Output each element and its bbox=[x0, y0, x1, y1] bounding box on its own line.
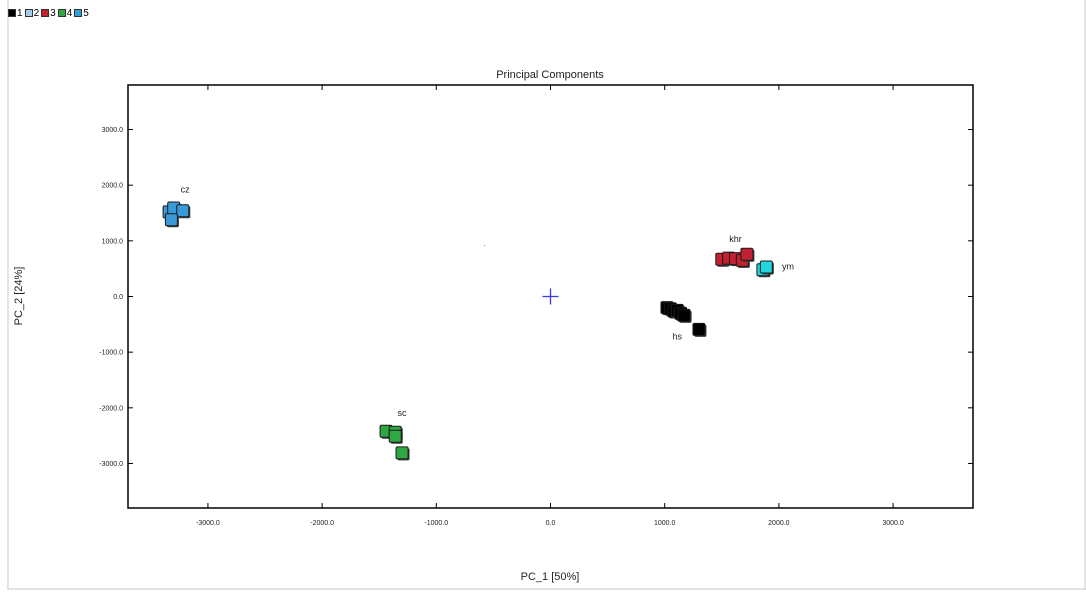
legend-swatch-5 bbox=[74, 9, 83, 17]
legend-swatch-3 bbox=[41, 9, 50, 17]
legend-item-3[interactable]: 3 bbox=[41, 8, 56, 19]
legend: 1 2 3 4 5 bbox=[8, 6, 91, 20]
data-point-group-1[interactable] bbox=[692, 322, 706, 336]
legend-label-5: 5 bbox=[83, 7, 89, 19]
plot-area: -3000.0 -2000.0 -1000.0 0.0 1000.0 2000.0 3000… bbox=[99, 84, 974, 527]
y-tick-label: 0.0 bbox=[113, 294, 123, 301]
data-point-group-1[interactable] bbox=[677, 308, 691, 322]
y-tick-label: 1000.0 bbox=[102, 238, 124, 245]
legend-label-2: 2 bbox=[33, 7, 40, 19]
legend-swatch-2 bbox=[24, 9, 33, 17]
chart-title: Principal Components bbox=[496, 69, 604, 81]
x-tick-label: 0.0 bbox=[546, 520, 556, 527]
legend-label-3: 3 bbox=[50, 7, 56, 19]
legend-swatch-4 bbox=[57, 9, 66, 17]
x-axis-label: PC_1 [50%] bbox=[521, 571, 580, 583]
legend-item-1[interactable]: 1 bbox=[8, 8, 23, 19]
y-axis-label: PC_2 [24%] bbox=[13, 267, 25, 326]
x-tick-label: 2000.0 bbox=[768, 520, 790, 527]
y-tick-label: -1000.0 bbox=[99, 350, 123, 357]
data-point-group-3[interactable] bbox=[740, 247, 754, 261]
x-tick-label: -3000.0 bbox=[196, 520, 220, 527]
legend-label-1: 1 bbox=[17, 7, 23, 19]
legend-item-5[interactable]: 5 bbox=[74, 8, 89, 19]
legend-swatch-1 bbox=[8, 9, 16, 17]
cluster-label-sc: sc bbox=[398, 408, 408, 418]
y-tick-label: 2000.0 bbox=[102, 183, 124, 190]
cluster-label-ym: ym bbox=[782, 261, 794, 271]
cluster-label-hs: hs bbox=[672, 332, 682, 342]
legend-item-2[interactable]: 2 bbox=[24, 7, 40, 19]
data-point-group-4[interactable] bbox=[395, 446, 409, 460]
x-tick-label: 1000.0 bbox=[654, 520, 676, 527]
data-point-group-2[interactable] bbox=[176, 204, 190, 218]
y-tick-label: 3000.0 bbox=[102, 127, 124, 134]
data-point-group-2[interactable] bbox=[164, 213, 178, 227]
y-tick-label: -2000.0 bbox=[99, 405, 123, 412]
x-tick-label: 3000.0 bbox=[882, 520, 904, 527]
data-point-group-4[interactable] bbox=[388, 429, 402, 443]
x-tick-label: -1000.0 bbox=[424, 520, 448, 527]
x-tick-label: -2000.0 bbox=[310, 520, 334, 527]
cluster-label-khr: khr bbox=[729, 234, 742, 244]
legend-item-4[interactable]: 4 bbox=[57, 7, 73, 19]
y-tick-label: -3000.0 bbox=[99, 461, 123, 468]
cluster-label-cz: cz bbox=[181, 185, 191, 195]
stray-dot bbox=[484, 245, 485, 246]
data-point-group-5[interactable] bbox=[759, 260, 773, 274]
legend-label-4: 4 bbox=[66, 7, 73, 19]
